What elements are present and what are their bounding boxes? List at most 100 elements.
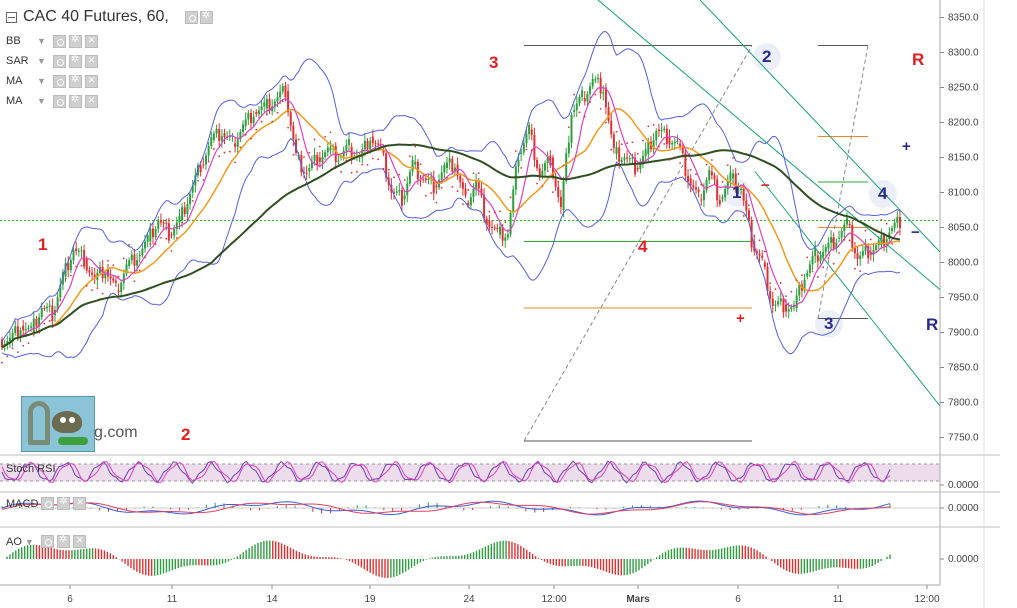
candle-body [393, 192, 396, 194]
sar-dot [85, 284, 88, 287]
chevron-down-icon[interactable]: ▼ [37, 96, 46, 106]
gear-icon[interactable] [68, 94, 82, 108]
candle-body [48, 305, 51, 307]
candle-body [808, 264, 811, 273]
sar-dot [594, 93, 597, 96]
close-icon[interactable] [84, 54, 98, 68]
candle-body [642, 155, 645, 163]
candle-body [891, 228, 893, 231]
sar-dot [599, 107, 602, 110]
chevron-down-icon[interactable]: ▼ [37, 56, 46, 66]
sar-dot [112, 264, 115, 267]
gear-icon[interactable] [68, 74, 82, 88]
candle-body [279, 91, 282, 98]
x-tick-label: 12:00 [914, 594, 939, 605]
candle-body [798, 284, 801, 296]
sar-dot [223, 151, 226, 154]
sar-dot [292, 153, 295, 156]
candle-body [144, 241, 147, 249]
candle-body [345, 145, 348, 151]
ao-label[interactable]: AO ▼ [6, 534, 86, 548]
eye-icon[interactable] [41, 497, 55, 510]
chevron-down-icon[interactable]: ▼ [37, 76, 46, 86]
macd-label[interactable]: MACD [6, 496, 87, 510]
candle-body [700, 199, 703, 201]
eye-icon[interactable] [52, 74, 66, 88]
candle-body [578, 96, 581, 104]
wave-label: 1 [38, 235, 48, 254]
candle-body [136, 260, 139, 266]
close-icon[interactable] [84, 34, 98, 48]
eye-icon[interactable] [52, 34, 66, 48]
sar-dot [75, 265, 78, 268]
sar-dot [668, 158, 671, 161]
candle-body [769, 291, 772, 299]
sar-dot [350, 171, 353, 174]
candle-body [228, 136, 231, 138]
x-tick-label: 11 [833, 594, 844, 605]
indicator-row[interactable]: BB ▼ [6, 31, 98, 51]
candle-body [300, 154, 303, 173]
wave-label: 4 [868, 180, 898, 208]
candle-body [734, 173, 737, 190]
sar-dot [652, 123, 655, 126]
candle-body [157, 220, 160, 229]
candle-body [832, 237, 835, 249]
candle-body [204, 155, 207, 165]
gear-icon[interactable] [57, 496, 71, 510]
close-icon[interactable] [72, 535, 86, 548]
sar-dot [832, 262, 835, 265]
candle-body [80, 250, 83, 252]
y-tick-label: 0.0000 [948, 503, 979, 514]
ma-magenta-line [1, 87, 901, 348]
minus-marker-icon: − [761, 177, 770, 194]
chevron-down-icon[interactable]: ▼ [24, 536, 34, 547]
sar-dot [562, 164, 565, 167]
gear-icon[interactable] [68, 34, 82, 48]
eye-icon[interactable] [184, 10, 198, 24]
sar-dot [345, 159, 348, 162]
candle-body [114, 280, 117, 283]
x-tick-label: 6 [67, 594, 73, 605]
candle-body [292, 125, 295, 140]
close-icon[interactable] [73, 497, 87, 510]
gear-icon[interactable] [199, 10, 213, 24]
channel-line [754, 171, 941, 407]
stoch-rsi-label[interactable]: Stoch RSI [6, 463, 56, 475]
sar-dot [663, 143, 666, 145]
x-tick-label: 6 [735, 594, 741, 605]
eye-icon[interactable] [52, 54, 66, 68]
close-icon[interactable] [84, 74, 98, 88]
sar-dot [769, 282, 772, 285]
sar-dot [610, 148, 613, 151]
candle-body [422, 179, 425, 181]
candle-body [424, 178, 427, 181]
sar-dot [191, 200, 194, 202]
close-icon[interactable] [84, 94, 98, 108]
indicator-row[interactable]: MA ▼ [6, 91, 98, 111]
sar-dot [541, 185, 544, 187]
eye-icon[interactable] [40, 535, 54, 548]
sar-dot [626, 142, 629, 145]
gear-icon[interactable] [56, 534, 70, 548]
candle-body [451, 158, 454, 172]
collapse-icon[interactable] [6, 11, 17, 23]
indicator-row[interactable]: SAR ▼ [6, 51, 98, 71]
candle-body [811, 256, 814, 265]
sar-dot [80, 264, 83, 267]
indicator-row[interactable]: MA ▼ [6, 71, 98, 91]
candle-body [64, 263, 67, 277]
candle-body [697, 189, 700, 192]
candle-body [16, 326, 19, 337]
chevron-down-icon[interactable]: ▼ [37, 36, 46, 46]
candle-body [591, 78, 594, 87]
eye-icon[interactable] [52, 94, 66, 108]
candle-body [856, 253, 859, 259]
gear-icon[interactable] [68, 54, 82, 68]
sar-dot [244, 133, 247, 136]
sar-dot [880, 219, 883, 221]
candle-body [446, 162, 448, 168]
candle-body [581, 90, 584, 97]
wave-label: 3 [814, 310, 844, 338]
candle-body [517, 160, 520, 167]
